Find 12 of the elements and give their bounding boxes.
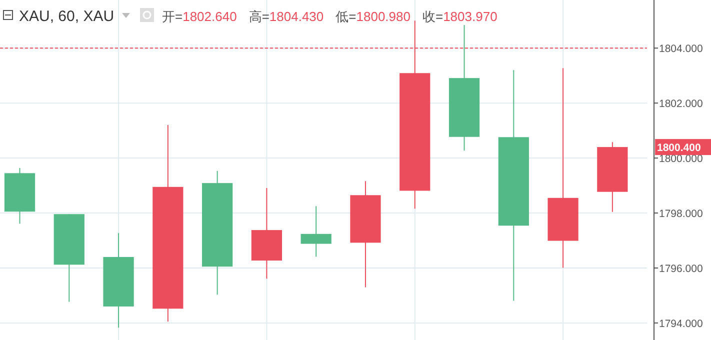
y-tick-label: 1798.000 bbox=[659, 208, 703, 220]
y-tick-label: 1796.000 bbox=[659, 262, 703, 275]
annotation: 开=1802.640 bbox=[162, 9, 237, 24]
y-tick-label: 1804.000 bbox=[659, 43, 703, 56]
annotation: 高=1804.430 bbox=[248, 9, 324, 24]
text: XAU, 60, XAU bbox=[19, 8, 114, 25]
annotation: 低=1800.980 bbox=[336, 9, 410, 24]
y-tick-label: 1794.000 bbox=[659, 318, 703, 330]
text: 1800.400 bbox=[657, 142, 701, 154]
y-tick-label: 1802.000 bbox=[659, 98, 703, 110]
y-tick-label: 1800.000 bbox=[659, 153, 703, 166]
annotation: 收=1803.970 bbox=[422, 9, 498, 24]
